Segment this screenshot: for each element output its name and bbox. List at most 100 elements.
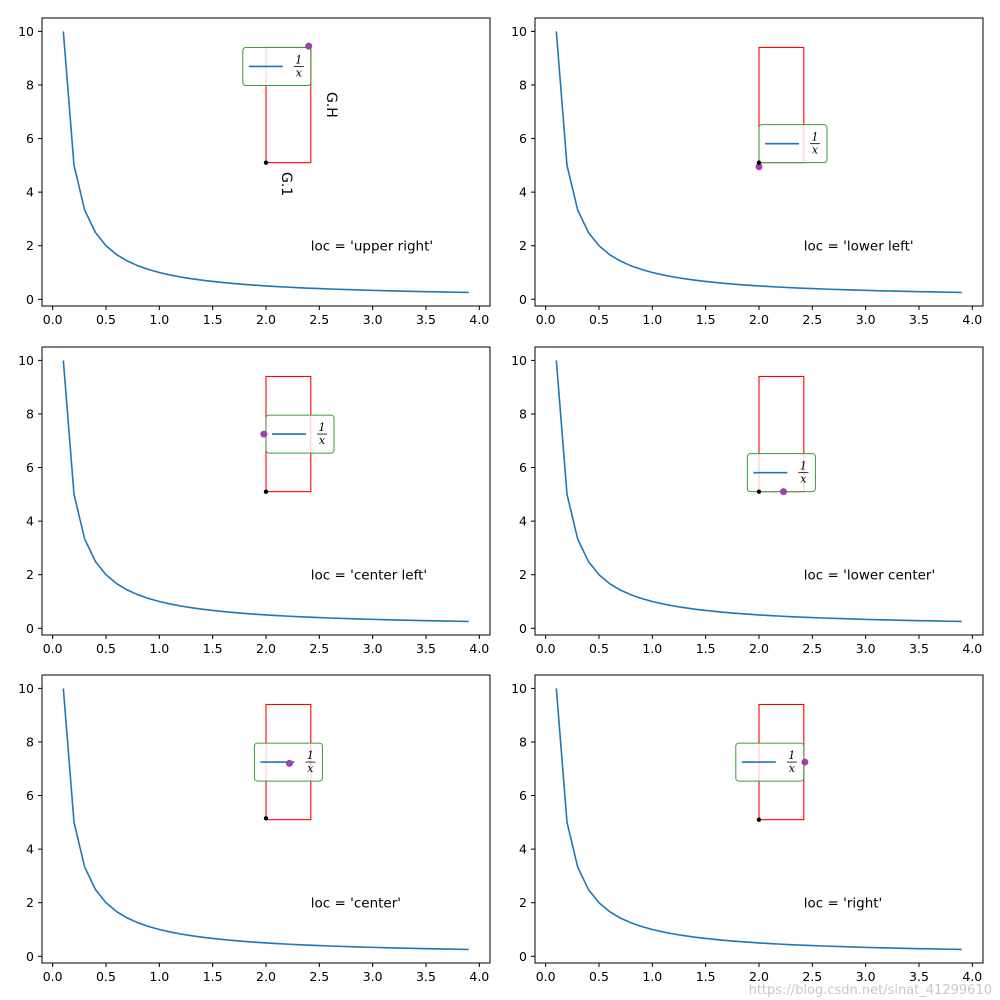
x-tick-label: 1.0	[149, 969, 169, 984]
legend: 1x	[758, 124, 828, 164]
loc-annotation: loc = 'lower center'	[804, 568, 935, 584]
y-tick-label: 10	[511, 353, 527, 368]
y-tick-label: 10	[511, 681, 527, 696]
y-tick-label: 2	[519, 895, 527, 910]
y-tick-label: 4	[519, 185, 527, 200]
x-tick-label: 0.5	[589, 312, 609, 327]
watermark-text: https://blog.csdn.net/sinat_41299610	[749, 983, 992, 998]
marker-purple	[260, 430, 268, 438]
x-tick-label: 1.5	[203, 969, 223, 984]
legend-label-numerator: 1	[295, 53, 302, 66]
loc-annotation: loc = 'right'	[804, 896, 882, 912]
y-tick-label: 10	[18, 24, 34, 39]
x-tick-label: 3.5	[416, 312, 436, 327]
y-tick-label: 8	[519, 77, 527, 92]
y-tick-label: 2	[26, 895, 34, 910]
x-tick-label: 3.5	[909, 969, 929, 984]
subplot-grid: 0.0 0.5 1.0 1.5 2.0 2.5 3.0 3.5 4.002468101xloc …	[18, 17, 984, 984]
marker-purple	[305, 42, 313, 50]
x-tick-label: 4.0	[962, 969, 982, 984]
y-tick-label: 4	[519, 514, 527, 529]
legend-label-denominator: x	[789, 762, 796, 775]
loc-annotation: loc = 'lower left'	[804, 239, 914, 255]
annotation-mark-2: G.H	[323, 92, 339, 118]
x-tick-label: 0.0	[536, 312, 556, 327]
y-tick-label: 8	[26, 406, 34, 421]
y-tick-label: 2	[519, 567, 527, 582]
series-line-1-over-x	[62, 31, 469, 294]
loc-annotation: loc = 'center left'	[311, 568, 427, 584]
x-tick-label: 0.0	[536, 969, 556, 984]
x-tick-label: 2.5	[309, 969, 329, 984]
marker-black	[756, 160, 762, 165]
y-tick-label: 6	[26, 460, 34, 475]
x-tick-label: 2.5	[802, 641, 822, 656]
x-tick-label: 0.5	[96, 641, 116, 656]
legend-label-numerator: 1	[788, 749, 795, 762]
x-tick-label: 4.0	[469, 969, 489, 984]
subplot-6: 0.0 0.5 1.0 1.5 2.0 2.5 3.0 3.5 4.0 0 2 4 6 8 10 1x loc …	[511, 674, 984, 984]
y-tick-label: 6	[26, 788, 34, 803]
x-tick-label: 3.5	[909, 641, 929, 656]
x-tick-label: 3.5	[416, 969, 436, 984]
x-tick-label: 1.5	[203, 312, 223, 327]
legend-label-numerator: 1	[800, 460, 807, 473]
x-tick-label: 2.0	[256, 312, 276, 327]
x-tick-label: 1.0	[149, 312, 169, 327]
x-tick-label: 2.5	[309, 312, 329, 327]
x-tick-label: 0.5	[96, 969, 116, 984]
x-tick-label: 4.0	[469, 312, 489, 327]
legend: 1x	[735, 742, 805, 782]
y-tick-label: 0	[519, 621, 527, 636]
subplot-2: 0.0 0.5 1.0 1.5 2.0 2.5 3.0 3.5 4.0 0 2 4 6 8 10 1x loc …	[511, 17, 984, 327]
series-line-1-over-x	[62, 360, 469, 623]
marker-purple	[780, 488, 788, 496]
legend-label-numerator: 1	[307, 749, 314, 762]
x-tick-label: 3.0	[363, 969, 383, 984]
y-tick-label: 0	[519, 949, 527, 964]
y-tick-label: 0	[519, 292, 527, 307]
y-tick-label: 4	[26, 842, 34, 857]
x-tick-label: 3.0	[363, 312, 383, 327]
y-tick-label: 8	[519, 734, 527, 749]
x-tick-label: 3.0	[856, 641, 876, 656]
x-tick-label: 1.0	[149, 641, 169, 656]
y-tick-label: 0	[26, 621, 34, 636]
y-tick-label: 10	[18, 681, 34, 696]
loc-annotation: loc = 'upper right'	[311, 239, 433, 255]
legend-label-denominator: x	[319, 434, 326, 447]
legend-label-numerator: 1	[812, 131, 819, 144]
y-tick-label: 4	[26, 185, 34, 200]
subplot-5: 0.0 0.5 1.0 1.5 2.0 2.5 3.0 3.5 4.0 0 2 4 6 8 10 1x loc …	[18, 674, 491, 984]
x-tick-label: 1.0	[642, 969, 662, 984]
x-tick-label: 0.0	[536, 641, 556, 656]
x-tick-label: 2.0	[749, 312, 769, 327]
marker-black	[263, 816, 269, 821]
x-tick-label: 1.0	[642, 641, 662, 656]
y-tick-label: 4	[519, 842, 527, 857]
y-tick-label: 6	[519, 131, 527, 146]
x-tick-label: 0.5	[589, 641, 609, 656]
marker-purple	[755, 163, 763, 171]
series-line-1-over-x	[555, 31, 962, 294]
subplot-3: 0.0 0.5 1.0 1.5 2.0 2.5 3.0 3.5 4.0 0 2 4 6 8 10 1x loc …	[18, 346, 491, 656]
marker-black	[756, 489, 762, 494]
x-tick-label: 0.0	[43, 312, 63, 327]
y-tick-label: 6	[26, 131, 34, 146]
y-tick-label: 2	[26, 238, 34, 253]
x-tick-label: 2.5	[802, 312, 822, 327]
x-tick-label: 1.5	[203, 641, 223, 656]
y-tick-label: 2	[26, 567, 34, 582]
y-tick-label: 6	[519, 788, 527, 803]
y-tick-label: 10	[511, 24, 527, 39]
annotation-mark-1: G.1	[278, 172, 294, 196]
series-line-1-over-x	[555, 360, 962, 623]
marker-black	[263, 489, 269, 494]
x-tick-label: 0.0	[43, 641, 63, 656]
x-tick-label: 0.0	[43, 969, 63, 984]
x-tick-label: 2.5	[309, 641, 329, 656]
marker-black	[756, 817, 762, 822]
y-tick-label: 8	[519, 406, 527, 421]
